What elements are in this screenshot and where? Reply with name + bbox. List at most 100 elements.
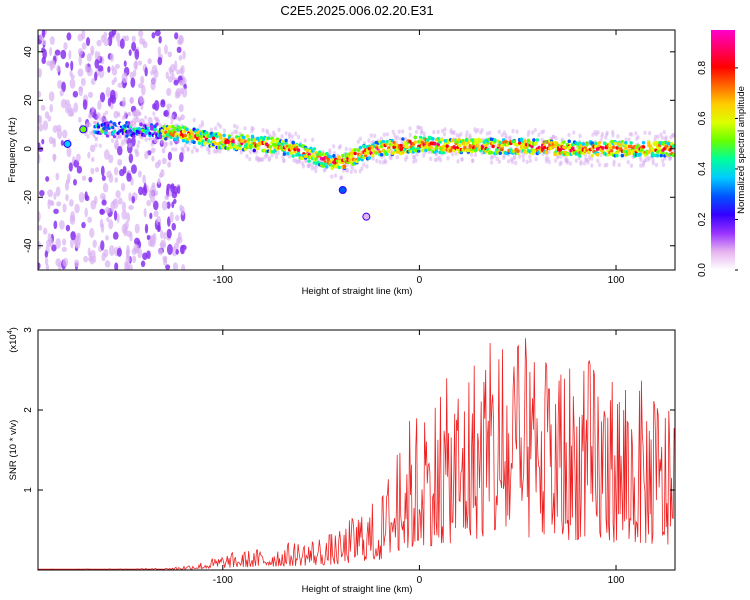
spectrogram-halo <box>301 161 305 166</box>
spectrogram-noise-blob <box>160 100 166 108</box>
spectrogram-noise-blob <box>38 115 43 125</box>
spectrogram-cell <box>401 150 405 155</box>
spectrogram-halo <box>565 160 569 165</box>
spectrogram-noise-blob <box>105 235 109 241</box>
spectrogram-cell <box>218 136 223 140</box>
spectrogram-halo <box>315 164 319 169</box>
spectrogram-cell <box>374 151 379 155</box>
spectrogram-cell <box>493 138 497 142</box>
spectrogram-noise-blob <box>53 208 59 215</box>
spectrogram-noise-blob <box>90 167 95 175</box>
spectrogram-halo <box>97 113 102 118</box>
spectrogram-cell <box>222 143 226 148</box>
spectrogram-halo <box>353 169 357 174</box>
spectrogram-halo <box>111 138 115 143</box>
spectrogram-noise-blob <box>44 250 49 258</box>
spectrogram-halo <box>235 129 239 135</box>
spectrogram-halo <box>525 159 529 165</box>
spectrogram-cell <box>595 152 600 157</box>
spectrogram-halo <box>170 120 174 125</box>
spectrogram-noise-blob <box>99 218 104 229</box>
spectrogram-halo <box>230 131 234 137</box>
spectrogram-noise-blob <box>117 197 123 205</box>
spectrogram-cell <box>167 124 172 129</box>
spectrogram-cell <box>622 149 626 154</box>
spectrogram-halo <box>284 131 288 136</box>
spectrogram-cell <box>231 139 235 144</box>
spectrogram-noise-blob <box>69 238 74 249</box>
spectrogram-halo <box>310 166 314 171</box>
spectrogram-noise-blob <box>104 206 111 214</box>
spectrogram-halo <box>174 147 178 152</box>
spectrogram-halo <box>138 111 142 117</box>
spectrogram-cell <box>96 125 101 129</box>
spectrogram-halo <box>308 162 312 168</box>
spectrogram-cell <box>155 122 159 126</box>
spectrogram-halo <box>547 149 551 155</box>
spectrogram-halo <box>280 134 284 139</box>
spectrogram-cell <box>590 153 594 158</box>
spectrogram-halo <box>292 158 296 163</box>
spectrogram-halo <box>656 134 660 139</box>
spectrogram-cell <box>158 135 163 140</box>
spectrogram-noise-blob <box>41 56 46 65</box>
spectrogram-noise-blob <box>60 49 67 60</box>
spectrogram-cell <box>314 157 318 161</box>
spectrogram-halo <box>87 114 92 119</box>
spectrogram-noise-blob <box>81 30 86 40</box>
spectrogram-noise-blob <box>147 58 152 65</box>
spectrogram-cell <box>611 145 616 150</box>
spectrogram-noise-blob <box>94 50 99 61</box>
spectrogram-halo <box>218 124 222 129</box>
spectrogram-halo <box>248 149 253 155</box>
spectrogram-cell <box>280 142 285 146</box>
spectrogram-noise-blob <box>149 193 156 204</box>
spectrogram-noise-blob <box>164 194 170 201</box>
spectrogram-halo <box>281 154 285 160</box>
spectrogram-halo <box>248 156 252 162</box>
spectrogram-cell <box>385 139 389 144</box>
snr-multiplier-label: (x104) <box>7 327 19 353</box>
spectrogram-cell <box>203 141 207 146</box>
spectrogram-halo <box>294 158 298 163</box>
spectrogram-cell <box>325 151 329 156</box>
spectrogram-heatmap <box>38 30 675 270</box>
spectrogram-noise-blob <box>157 46 161 55</box>
spectrogram-halo <box>89 130 93 136</box>
spectrogram-cell <box>247 141 251 145</box>
colorbar: 0.0 0.2 0.4 0.6 0.8 Normalized spectral ampl… <box>697 30 747 277</box>
spectrogram-halo <box>209 127 214 132</box>
spectrogram-noise-blob <box>108 31 115 38</box>
spectrogram-cell <box>268 144 272 149</box>
spectrogram-noise-blob <box>128 204 134 211</box>
spectrogram-halo <box>397 129 401 134</box>
spectrogram-cell <box>241 135 246 140</box>
spectrogram-cell <box>266 136 271 141</box>
spectrogram-halo <box>287 154 292 159</box>
spectrogram-noise-blob <box>103 248 109 258</box>
spectrogram-halo <box>395 135 400 140</box>
spectrogram-noise-blob <box>135 151 140 158</box>
spectrogram-cell <box>323 162 327 166</box>
spectrogram-cell <box>647 141 651 146</box>
spectrogram-cell <box>608 143 612 148</box>
spectrogram-noise-blob <box>179 204 183 212</box>
spectrogram-halo <box>135 111 139 116</box>
spectrogram-cell <box>636 143 640 148</box>
spectrogram-cell <box>431 137 435 141</box>
spectrogram-halo <box>469 152 474 158</box>
spectrogram-halo <box>148 136 152 142</box>
spectrogram-spot <box>338 186 347 194</box>
spectrogram-halo <box>443 127 447 132</box>
spectrogram-cell <box>484 144 488 148</box>
spectrogram-noise-blob <box>99 92 106 103</box>
spectrogram-cell <box>252 148 256 153</box>
spectrogram-noise-blob <box>167 75 174 83</box>
spectrogram-halo <box>393 133 397 138</box>
spectrogram-halo <box>328 148 332 153</box>
spectrogram-noise-blob <box>182 88 188 98</box>
snr-ticks: -100 0 100 1 2 3 <box>23 327 675 586</box>
colorbar-tick-label: 0.2 <box>697 212 708 226</box>
spectrogram-halo <box>339 175 343 180</box>
